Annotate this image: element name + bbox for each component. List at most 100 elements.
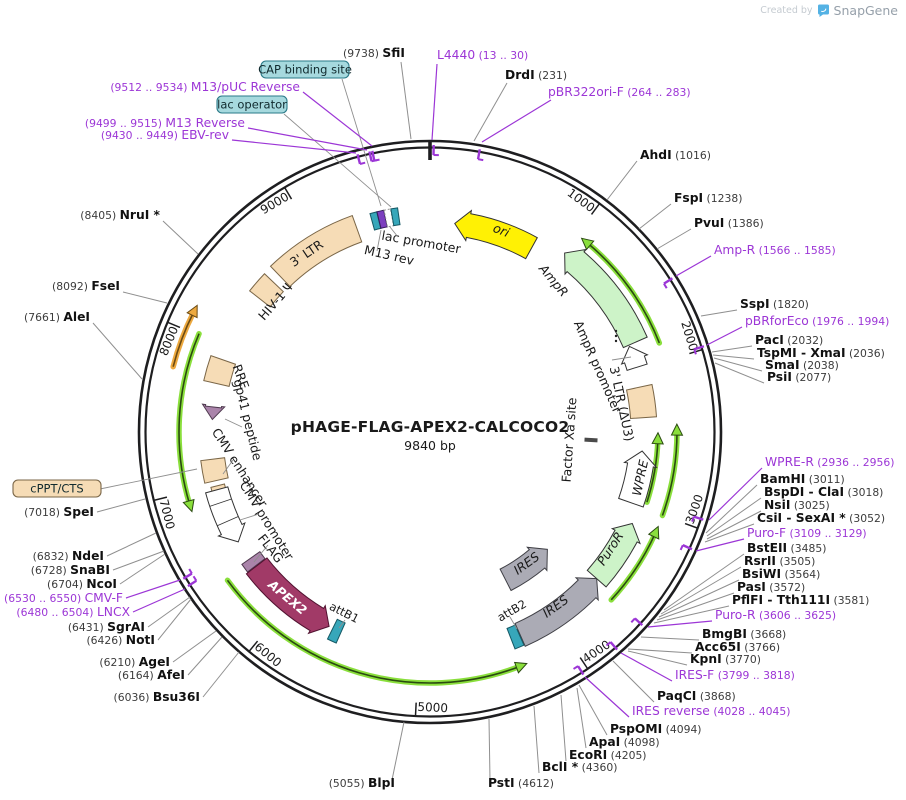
- site-line-paci: [711, 345, 753, 353]
- site-label-m13-puc-reverse: (9512 .. 9534) M13/pUC Reverse: [110, 80, 300, 94]
- site-line-noti: [157, 598, 192, 641]
- primer-mark-foot-puro-r: [630, 617, 636, 623]
- site-line-psti: [488, 718, 491, 781]
- site-line-bsu36i: [202, 651, 240, 698]
- site-line-m13-puc-reverse: [302, 91, 373, 147]
- site-label-kpni: KpnI (3770): [690, 652, 761, 666]
- leader-line-3: [222, 459, 234, 475]
- feature-wpre: [618, 450, 658, 508]
- site-label-pasi: PasI (3572): [737, 580, 805, 594]
- site-line-pbrforeco: [706, 326, 743, 346]
- feature-ampr: [564, 248, 648, 349]
- site-label-bsu36i: (6036) Bsu36I: [114, 690, 200, 704]
- plasmid-size: 9840 bp: [404, 438, 456, 453]
- site-label-pbr322ori-f: pBR322ori-F (264 .. 283): [548, 85, 691, 99]
- site-line-tspmi-xmai: [712, 354, 755, 360]
- feature-cmv-enhancer: [200, 457, 229, 484]
- leader-line-8: [509, 616, 518, 630]
- callout-line-cap-binding-site: [341, 78, 382, 207]
- site-label-bcli: BclI * (4360): [542, 760, 618, 774]
- site-line-puro-r: [647, 620, 713, 628]
- site-line-pvui: [656, 228, 692, 250]
- site-label-psii: PsiI (2077): [767, 370, 831, 384]
- site-label-ahdi: AhdI (1016): [640, 148, 711, 162]
- primer-mark-m13-reverse: [368, 151, 373, 162]
- site-label-blpi: (5055) BlpI: [329, 776, 395, 790]
- site-line-ires-f: [620, 652, 673, 682]
- site-line-pbr322ori-f: [481, 99, 552, 143]
- site-label-pbrforeco: pBRforEco (1976 .. 1994): [745, 314, 889, 328]
- site-label-drdi: DrdI (231): [505, 68, 567, 82]
- site-line-ncoi: [119, 553, 166, 585]
- site-line-lncx: [132, 588, 186, 613]
- site-label-puro-r: Puro-R (3606 .. 3625): [715, 608, 836, 622]
- callout-line-cppt-cts: [99, 468, 198, 490]
- orf-arrow-1: [659, 429, 680, 519]
- site-label-paci: PacI (2032): [755, 333, 823, 347]
- leader-line-5: [253, 544, 269, 563]
- callout-line-lac-operator: [283, 113, 392, 208]
- watermark-created-by: Created by: [760, 5, 813, 16]
- site-line-l4440: [431, 63, 438, 141]
- feature-ori: [454, 209, 538, 260]
- orf-arrowhead-5: [182, 498, 195, 513]
- feature-hiv1-psi: [248, 273, 284, 308]
- orf-arrowhead-3: [647, 525, 660, 540]
- tick-7000: [154, 496, 168, 501]
- site-label-sspi: SspI (1820): [740, 297, 809, 311]
- site-line-pflfi-tth111i: [653, 605, 730, 624]
- orf-arrowhead-2: [651, 431, 664, 445]
- feature-flag: [241, 550, 266, 573]
- site-label-bmgbi: BmgBI (3668): [702, 627, 786, 641]
- site-label-alei: (7661) AleI: [24, 310, 90, 324]
- site-label-apai: ApaI (4098): [589, 735, 660, 749]
- site-line-bsiwi: [658, 579, 740, 618]
- site-label-cmv-f: (6530 .. 6550) CMV-F: [4, 591, 123, 605]
- site-label-psti: PstI (4612): [488, 776, 554, 790]
- ampr-truncation-dots: [614, 329, 618, 333]
- site-label-bsiwi: BsiWI (3564): [742, 567, 820, 581]
- primer-mark-pbrforeco: [693, 345, 705, 351]
- site-line-pasi: [656, 592, 735, 621]
- site-line-agei: [172, 630, 217, 663]
- orf-arrowhead-0: [580, 237, 595, 251]
- boxed-label-cppt-cts: [12, 479, 102, 498]
- feature-label-ori: ori: [491, 220, 512, 240]
- factor-xa-site-tick: [584, 437, 598, 443]
- site-label-snabi: (6728) SnaBI: [31, 563, 110, 577]
- tick-8000: [167, 321, 181, 329]
- site-label-ecori: EcoRI (4205): [569, 748, 647, 762]
- feature-ltr3: [269, 214, 363, 288]
- site-label-spei: (7018) SpeI: [24, 505, 94, 519]
- site-label-sfii: (9738) SfiI: [343, 46, 405, 60]
- site-line-snabi: [112, 550, 165, 571]
- primer-mark-puro-f: [682, 544, 693, 551]
- feature-ires-outer: [514, 577, 599, 647]
- site-line-psii: [714, 362, 765, 384]
- site-line-sspi: [700, 309, 738, 317]
- primer-mark-foot-pbrforeco: [693, 348, 697, 355]
- primer-mark-puro-r: [634, 617, 644, 627]
- site-label-bamhi: BamHI (3011): [760, 472, 845, 486]
- primer-mark-foot-amp-r: [663, 283, 668, 289]
- plasmid-name: pHAGE-FLAG-APEX2-CALCOCO2: [290, 418, 570, 436]
- site-label-puro-f: Puro-F (3109 .. 3129): [747, 526, 867, 540]
- site-line-kpni: [627, 650, 688, 666]
- snapgene-logo-icon: [817, 4, 829, 17]
- site-line-bmgbi: [640, 636, 700, 641]
- tick-9000: [284, 187, 293, 200]
- boxed-label-text-cppt-cts: cPPT/CTS: [30, 482, 83, 496]
- site-label-smai: SmaI (2038): [765, 358, 839, 372]
- primer-mark-ires-f: [609, 641, 618, 651]
- tick-3000: [684, 522, 698, 529]
- site-label-pvui: PvuI (1386): [694, 216, 764, 230]
- feature-lac-operator-feature: [390, 207, 401, 227]
- leader-line-1: [376, 229, 382, 252]
- site-line-drdi: [473, 82, 508, 142]
- site-label-ncoi: (6704) NcoI: [47, 577, 117, 591]
- feature-gp41-peptide: [201, 403, 226, 421]
- watermark-brand: SnapGene: [833, 3, 898, 18]
- site-line-ahdi: [606, 160, 638, 201]
